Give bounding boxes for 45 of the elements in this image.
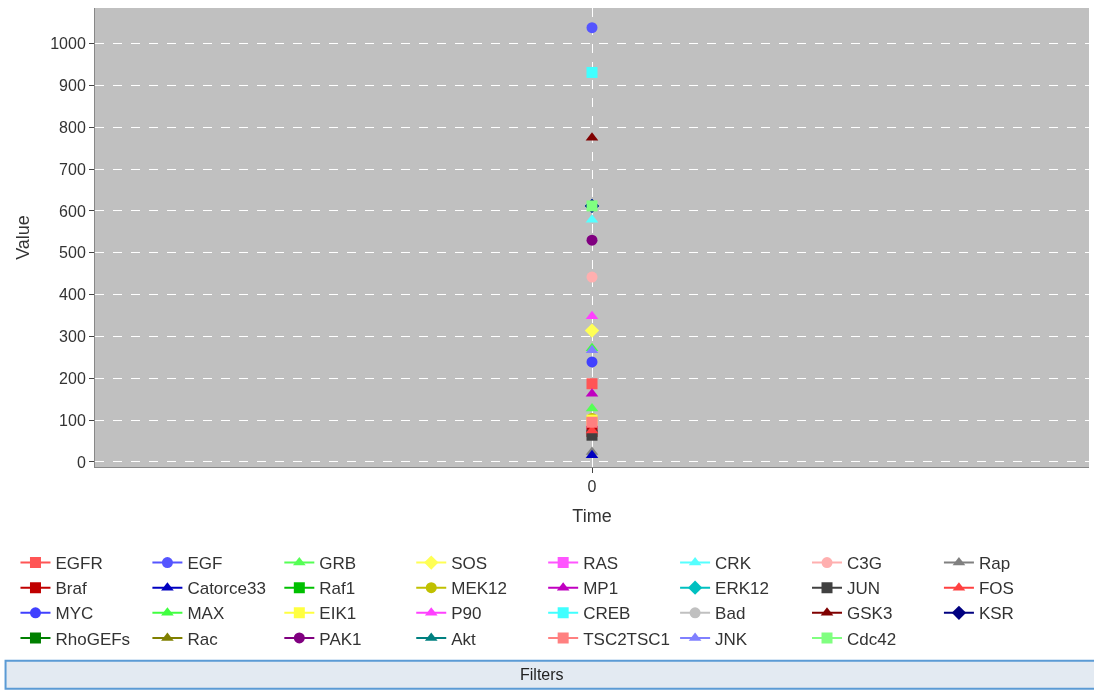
y-tick-label: 500 — [59, 244, 86, 262]
legend-label: PAK1 — [319, 629, 362, 649]
legend-label: RhoGEFs — [55, 629, 131, 649]
legend-label: FOS — [978, 579, 1014, 599]
legend-label: MAX — [187, 604, 225, 624]
legend-label: GSK3 — [847, 604, 893, 624]
legend-label: ERK12 — [715, 579, 769, 599]
legend-label: MEK12 — [451, 579, 507, 599]
legend-label: TSC2TSC1 — [583, 629, 671, 649]
legend-label: EIK1 — [319, 604, 357, 624]
legend-label: P90 — [451, 604, 482, 624]
legend-label: GRB — [319, 554, 357, 574]
legend-label: MP1 — [583, 579, 619, 599]
legend-label: KSR — [978, 604, 1014, 624]
y-tick-label: 200 — [59, 369, 86, 387]
y-tick-label: 1000 — [50, 35, 86, 53]
legend-label: JNK — [715, 629, 748, 649]
legend-label: CREB — [583, 604, 631, 624]
legend-label: SOS — [451, 554, 488, 574]
legend-label: Catorce33 — [187, 579, 266, 599]
legend-label: Cdc42 — [847, 629, 897, 649]
y-tick-label: 300 — [59, 328, 86, 346]
legend-label: EGF — [187, 554, 223, 574]
y-tick-label: 700 — [59, 160, 86, 178]
y-tick-label: 0 — [76, 453, 86, 471]
legend-label: RAS — [583, 554, 619, 574]
legend-label: Bad — [715, 604, 746, 624]
legend-label: C3G — [847, 554, 882, 574]
legend-label: Akt — [451, 629, 477, 649]
legend-label: JUN — [847, 579, 881, 599]
legend-label: Rap — [978, 554, 1011, 574]
y-tick-label: 400 — [59, 286, 86, 304]
legend-label: CRK — [715, 554, 752, 574]
y-tick-label: 900 — [59, 77, 86, 95]
legend-label: MYC — [55, 604, 94, 624]
text: Filters — [520, 666, 564, 683]
legend-label: EGFR — [55, 554, 103, 574]
legend-label: Braf — [55, 579, 87, 599]
legend-label: Raf1 — [319, 579, 356, 599]
y-tick-label: 100 — [59, 411, 86, 429]
legend-label: Rac — [187, 629, 219, 649]
y-tick-label: 800 — [59, 118, 86, 136]
y-tick-label: 600 — [59, 202, 86, 220]
x-axis-title: Time — [572, 506, 612, 527]
y-axis-title: Value — [13, 215, 34, 260]
